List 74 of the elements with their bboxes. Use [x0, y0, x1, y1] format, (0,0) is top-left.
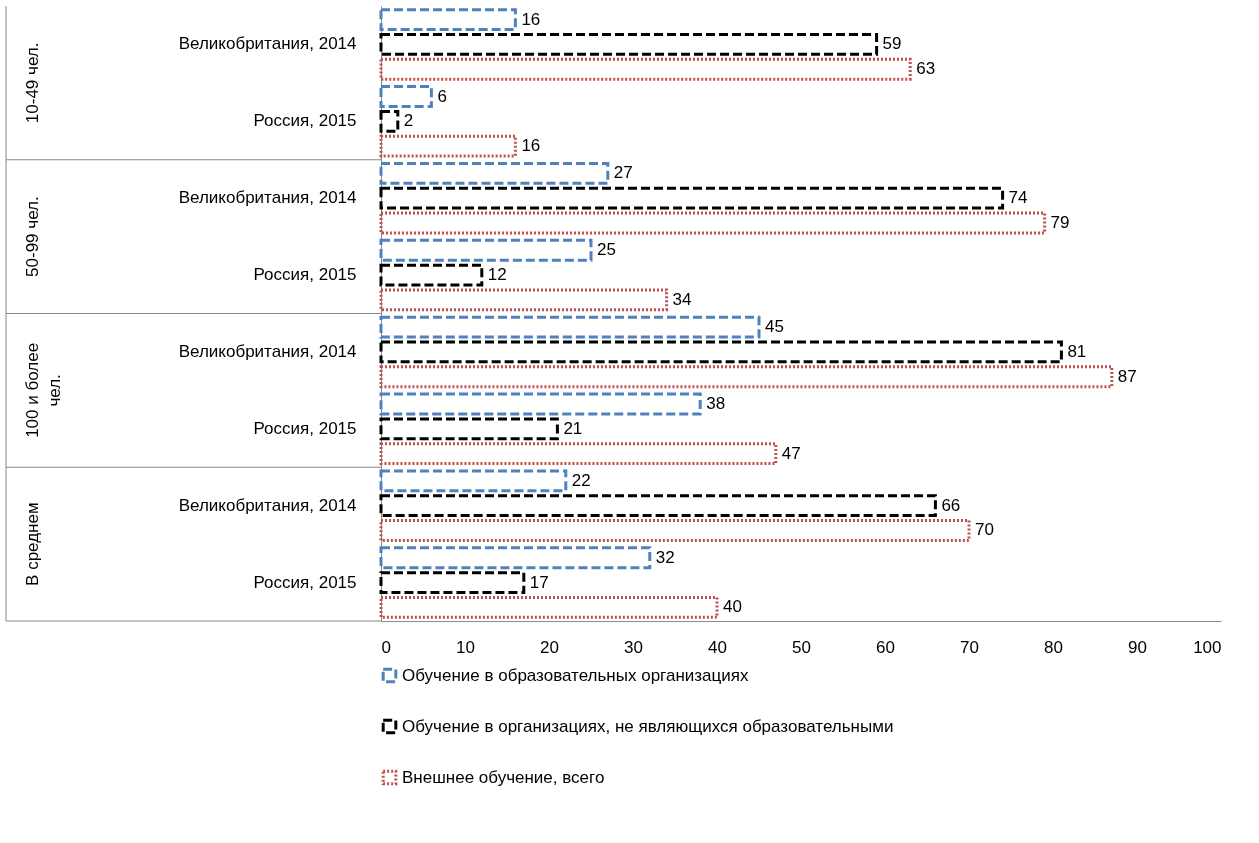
x-tick-label: 80	[1044, 637, 1063, 657]
y-tick-label: Великобритания, 2014	[178, 495, 357, 515]
bar	[379, 109, 400, 133]
y-tick-label: Великобритания, 2014	[178, 341, 357, 361]
data-label: 79	[1050, 212, 1070, 232]
data-label: 16	[521, 136, 541, 156]
y-tick-label: Россия, 2015	[253, 265, 357, 285]
x-tick-label: 20	[540, 637, 559, 657]
legend-label: Внешнее обучение, всего	[402, 767, 605, 787]
bar	[379, 417, 559, 441]
x-tick-label: 90	[1128, 637, 1147, 657]
data-label: 87	[1117, 366, 1137, 386]
data-label: 38	[706, 394, 726, 414]
bar	[379, 238, 593, 262]
bar	[379, 85, 433, 108]
bar	[379, 288, 669, 312]
x-tick-label: 30	[624, 637, 643, 657]
legend-label: Обучение в организациях, не являющихся образовательными	[402, 716, 894, 736]
text: 100 и более чел.	[23, 342, 64, 438]
data-label: 74	[1008, 188, 1028, 208]
data-label: 2	[403, 111, 414, 131]
bar	[379, 365, 1114, 389]
y-tick-label: Россия, 2015	[253, 111, 357, 131]
y-tick-label: Великобритания, 2014	[178, 34, 357, 54]
bar	[379, 211, 1047, 235]
data-label: 40	[723, 597, 742, 617]
bar	[379, 186, 1005, 210]
data-label: 34	[672, 289, 692, 309]
data-label: 63	[916, 59, 936, 79]
bar	[379, 340, 1063, 364]
text: В среднем	[23, 502, 42, 586]
bar	[379, 469, 568, 493]
legend-label: Обучение в образовательных организациях	[402, 665, 749, 685]
bar	[379, 546, 652, 570]
y-tick-label: Россия, 2015	[253, 418, 357, 438]
bar	[379, 571, 526, 594]
bar	[379, 595, 719, 619]
text: 50-99 чел.	[23, 196, 42, 277]
data-label: 21	[563, 418, 583, 438]
bar	[379, 161, 610, 185]
x-tick-label: 100	[1193, 637, 1222, 657]
x-tick-label: 0	[381, 637, 391, 657]
data-label: 47	[781, 443, 801, 463]
data-label: 66	[941, 495, 961, 515]
bar	[379, 263, 484, 287]
bar	[379, 134, 517, 158]
data-label: 81	[1067, 341, 1087, 361]
bar	[379, 494, 937, 518]
bar	[379, 8, 517, 32]
bar	[379, 392, 702, 416]
bar	[379, 315, 761, 339]
bar	[379, 33, 879, 56]
bar	[379, 519, 971, 542]
x-tick-label: 50	[792, 637, 811, 657]
data-label: 17	[529, 572, 549, 592]
x-tick-label: 40	[708, 637, 727, 657]
data-label: 27	[613, 163, 633, 183]
data-label: 22	[571, 470, 591, 490]
data-label: 70	[975, 520, 994, 540]
y-tick-label: Россия, 2015	[253, 572, 357, 592]
data-label: 6	[437, 86, 447, 106]
data-label: 16	[521, 9, 541, 29]
x-tick-label: 10	[456, 637, 475, 657]
x-tick-label: 70	[960, 637, 979, 657]
data-label: 32	[655, 547, 675, 567]
y-tick-label: Великобритания, 2014	[178, 188, 357, 208]
data-label: 59	[882, 34, 902, 54]
x-tick-label: 60	[876, 637, 895, 657]
bar	[379, 442, 778, 466]
bar	[379, 57, 912, 81]
data-label: 45	[765, 317, 784, 337]
data-label: 25	[597, 240, 616, 260]
data-label: 12	[487, 265, 507, 285]
text: 10-49 чел.	[23, 42, 42, 124]
